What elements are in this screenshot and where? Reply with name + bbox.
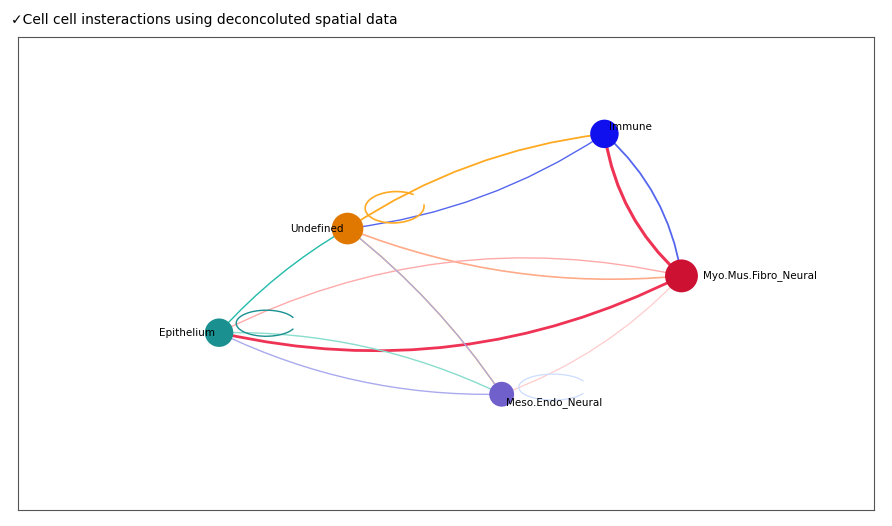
Text: Epithelium: Epithelium bbox=[159, 328, 215, 338]
FancyArrowPatch shape bbox=[504, 278, 680, 393]
FancyArrowPatch shape bbox=[351, 229, 679, 279]
FancyArrowPatch shape bbox=[350, 134, 602, 227]
Text: Immune: Immune bbox=[608, 122, 651, 132]
Text: Myo.Mus.Fibro_Neural: Myo.Mus.Fibro_Neural bbox=[703, 270, 817, 281]
Point bbox=[212, 328, 227, 337]
FancyArrowPatch shape bbox=[350, 230, 500, 392]
FancyArrowPatch shape bbox=[221, 258, 679, 331]
FancyArrowPatch shape bbox=[221, 334, 499, 394]
Text: ✓Cell cell insteractions using deconcoluted spatial data: ✓Cell cell insteractions using deconcolu… bbox=[11, 13, 397, 27]
FancyArrowPatch shape bbox=[221, 230, 345, 331]
Point bbox=[674, 271, 689, 280]
FancyArrowPatch shape bbox=[222, 332, 500, 393]
FancyArrowPatch shape bbox=[351, 135, 602, 228]
FancyArrowPatch shape bbox=[607, 136, 681, 273]
Text: Undefined: Undefined bbox=[290, 224, 343, 234]
Point bbox=[341, 224, 355, 232]
Point bbox=[494, 390, 508, 399]
FancyArrowPatch shape bbox=[222, 277, 679, 351]
FancyArrowPatch shape bbox=[350, 230, 500, 392]
Point bbox=[598, 129, 612, 138]
FancyArrowPatch shape bbox=[605, 137, 680, 274]
Text: Meso.Endo_Neural: Meso.Endo_Neural bbox=[506, 397, 602, 408]
